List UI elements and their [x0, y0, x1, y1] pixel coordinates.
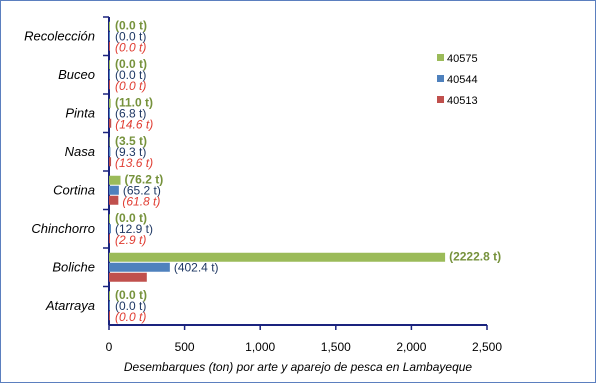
data-label-40575: (11.0 t) — [115, 95, 153, 109]
legend-swatch-40544 — [437, 75, 444, 82]
data-label-40513: (0.0 t) — [115, 310, 146, 324]
bar-40513 — [109, 118, 112, 128]
data-label-40544: (12.9 t) — [115, 222, 153, 236]
bar-40544 — [109, 108, 111, 118]
bar-40575 — [109, 291, 110, 301]
category-label: Atarraya — [45, 298, 95, 313]
x-tick-label: 1,000 — [245, 340, 275, 354]
x-tick-label: 0 — [106, 340, 113, 354]
bar-40575 — [109, 98, 111, 108]
bar-40575 — [109, 60, 110, 70]
bar-40575 — [109, 21, 110, 31]
data-label-40544: (0.0 t) — [115, 29, 146, 43]
data-label-40544: (65.2 t) — [123, 183, 161, 197]
x-axis-title: Desembarques (ton) por arte y aparejo de… — [124, 360, 473, 374]
bar-40513 — [109, 157, 112, 167]
data-label-40544: (0.0 t) — [115, 299, 146, 313]
bar-40544 — [109, 31, 110, 41]
bar-40513 — [109, 234, 110, 244]
bar-40544 — [109, 147, 111, 157]
data-label-40575: (2222.8 t) — [449, 249, 501, 263]
data-label-40575: (0.0 t) — [115, 288, 147, 302]
data-label-40575: (0.0 t) — [115, 57, 147, 71]
bar-40544 — [109, 301, 110, 311]
data-label-40513: (13.6 t) — [115, 156, 153, 170]
bar-40575 — [109, 214, 110, 224]
bar-40575 — [109, 252, 446, 262]
data-label-40513: (61.8 t) — [122, 194, 160, 208]
data-label-40513: (2.9 t) — [115, 233, 146, 247]
data-label-40575: (76.2 t) — [125, 172, 164, 186]
x-tick-label: 1,500 — [321, 340, 351, 354]
x-tick-label: 2,500 — [472, 340, 502, 354]
data-label-40544: (6.8 t) — [115, 106, 146, 120]
bar-40513 — [109, 195, 119, 205]
bar-40513 — [109, 41, 110, 51]
legend-swatch-40575 — [437, 54, 444, 61]
legend-label-40544: 40544 — [447, 74, 478, 86]
legend-label-40513: 40513 — [447, 95, 478, 107]
data-label-40575: (3.5 t) — [115, 134, 147, 148]
data-label-40513: (0.0 t) — [115, 79, 146, 93]
category-label: Buceo — [58, 67, 95, 82]
legend-label-40575: 40575 — [447, 53, 478, 65]
bar-40544 — [109, 262, 170, 272]
data-label-40544: (402.4 t) — [174, 260, 219, 274]
data-label-40513: (14.6 t) — [115, 117, 153, 131]
category-label: Boliche — [52, 259, 95, 274]
data-label-40544: (0.0 t) — [115, 68, 146, 82]
bar-40544 — [109, 185, 119, 195]
category-label: Cortina — [53, 182, 95, 197]
x-tick-label: 500 — [175, 340, 195, 354]
bar-40513 — [109, 272, 147, 282]
data-label-40513: (0.0 t) — [115, 40, 146, 54]
category-label: Nasa — [65, 144, 95, 159]
bar-40544 — [109, 224, 111, 234]
bar-40544 — [109, 70, 110, 80]
x-tick-label: 2,000 — [396, 340, 426, 354]
category-label: Pinta — [65, 105, 95, 120]
data-label-40544: (9.3 t) — [115, 145, 146, 159]
bar-40575 — [109, 175, 121, 185]
category-label: Chinchorro — [31, 221, 95, 236]
bar-40513 — [109, 80, 110, 90]
bar-40575 — [109, 137, 110, 147]
bar-40513 — [109, 311, 110, 321]
data-label-40575: (0.0 t) — [115, 18, 147, 32]
legend-swatch-40513 — [437, 96, 444, 103]
data-label-40575: (0.0 t) — [115, 211, 147, 225]
category-label: Recolección — [24, 28, 95, 43]
